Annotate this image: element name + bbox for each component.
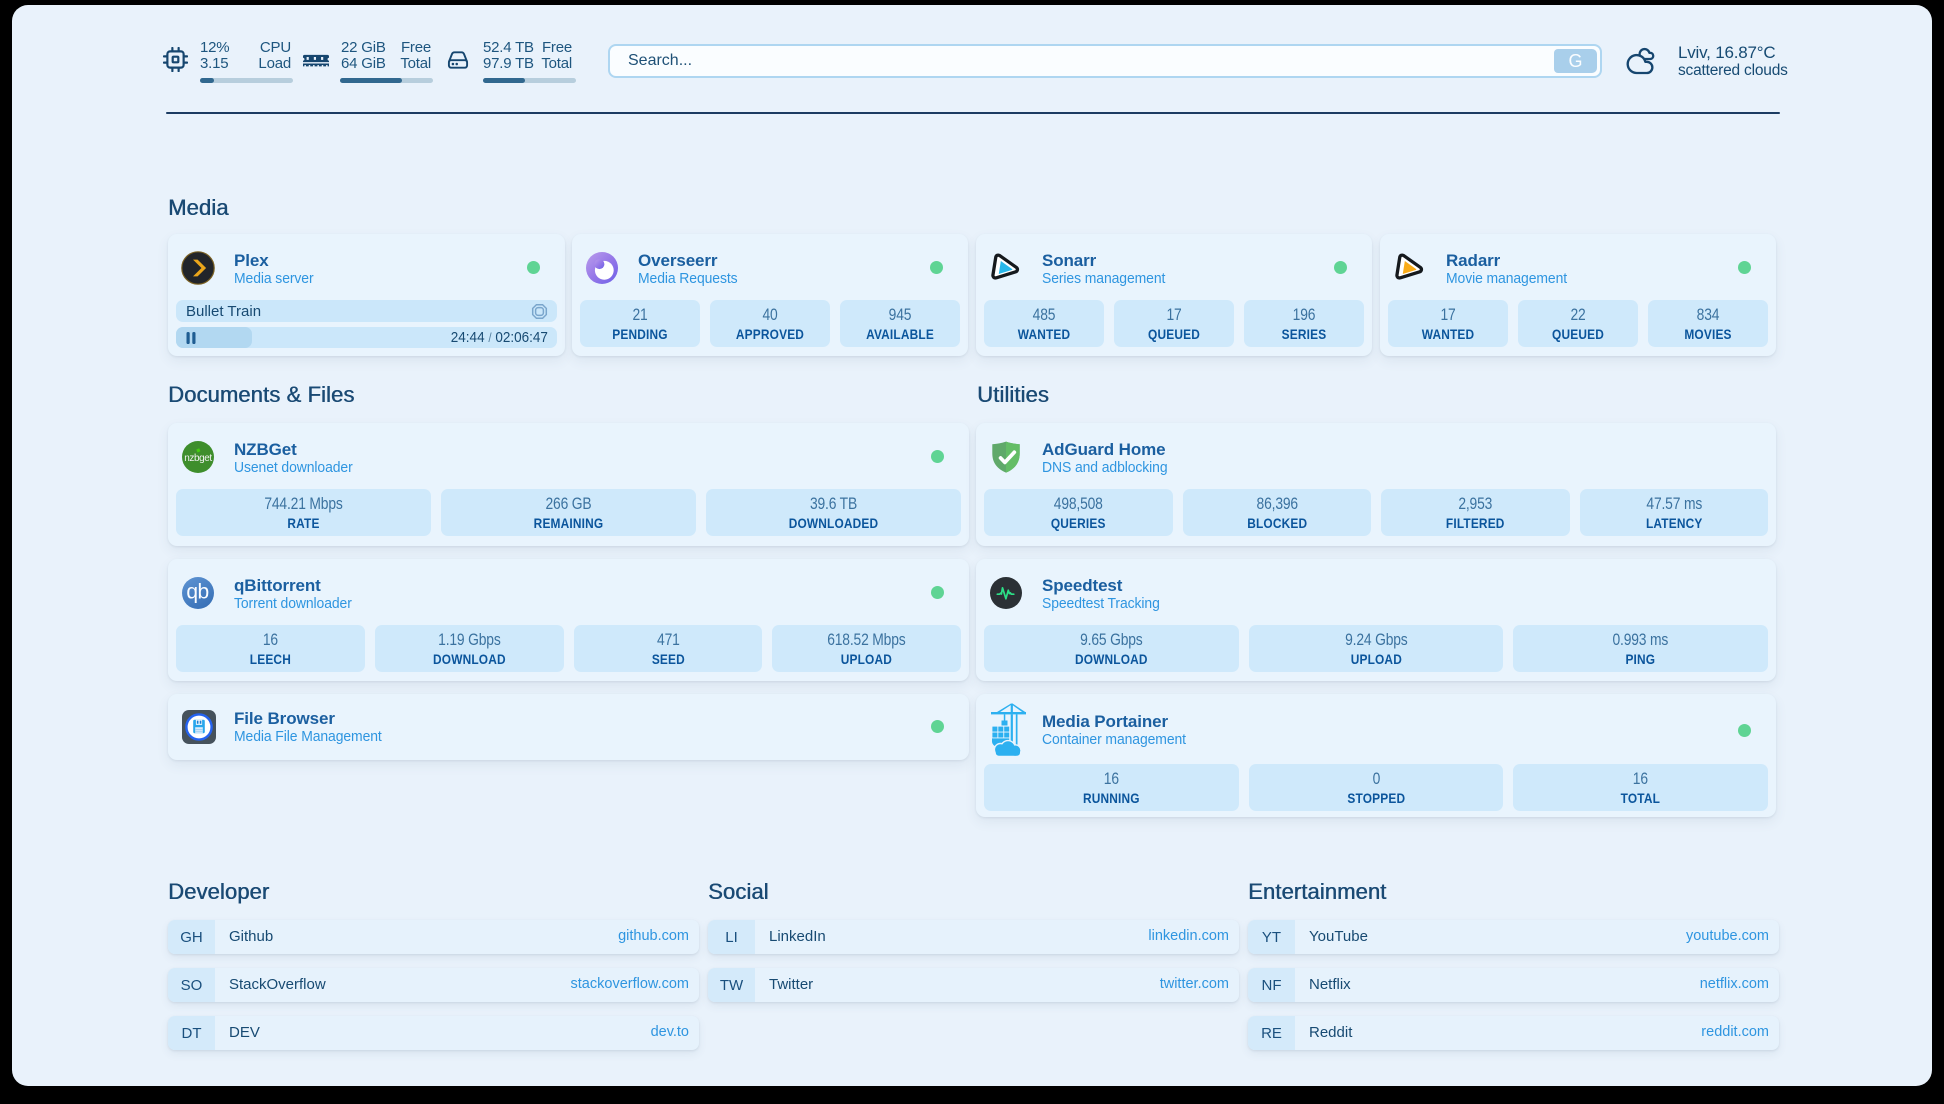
svg-text:nzbget: nzbget xyxy=(184,453,212,464)
svg-text:qb: qb xyxy=(186,581,208,604)
